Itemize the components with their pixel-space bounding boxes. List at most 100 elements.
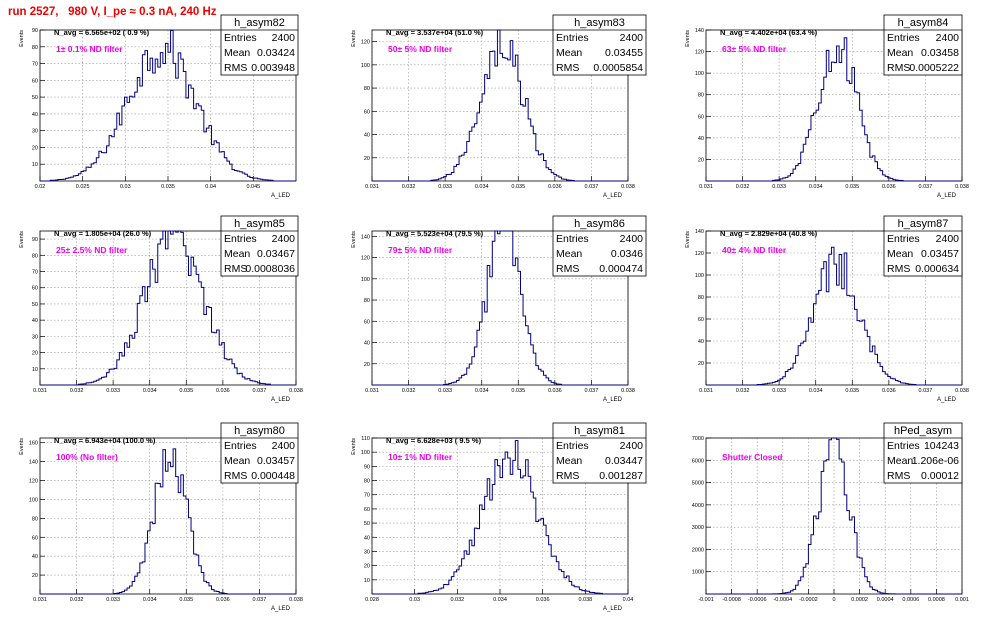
- y-tick-label: 80: [32, 516, 38, 522]
- x-tick-label: 0.034: [809, 388, 823, 394]
- y-tick-label: 40: [32, 318, 38, 324]
- filter-annotation: Shutter Closed: [722, 452, 782, 462]
- stats-mean-label: Mean: [556, 455, 582, 467]
- y-tick-label: 6000: [692, 458, 704, 464]
- y-axis-label: Events: [19, 30, 25, 47]
- histogram-line: [706, 437, 962, 595]
- y-tick-label: 7000: [692, 436, 704, 442]
- x-axis-label: A_LED: [937, 193, 957, 199]
- y-tick-label: 100: [361, 277, 370, 283]
- y-tick-label: 20: [364, 156, 370, 162]
- plot-frame: [39, 437, 297, 595]
- x-axis-label: A_LED: [603, 397, 623, 403]
- x-axis-label: A_LED: [603, 193, 623, 199]
- y-tick-label: 10: [364, 578, 370, 584]
- x-axis-label: A_LED: [271, 397, 291, 403]
- y-tick-label: 60: [32, 286, 38, 292]
- x-tick-label: 0.035: [845, 184, 859, 190]
- x-tick-label: 0.034: [493, 597, 507, 603]
- y-tick-label: 80: [364, 479, 370, 485]
- stats-box: [552, 14, 647, 76]
- stats-rms-label: RMS: [224, 62, 247, 74]
- histogram-line: [706, 37, 962, 182]
- stats-rms-label: RMS: [556, 470, 579, 482]
- y-tick-label: 100: [695, 273, 704, 279]
- stats-box: [220, 422, 299, 484]
- x-tick-label: -0.0008: [722, 597, 741, 603]
- y-tick-label: 80: [32, 45, 38, 51]
- y-tick-label: 70: [32, 270, 38, 276]
- stats-box: [883, 422, 963, 484]
- stats-entries-value: 2400: [936, 233, 960, 245]
- y-tick-label: 20: [364, 362, 370, 368]
- stats-box: [883, 14, 963, 76]
- y-tick-label: 80: [32, 253, 38, 259]
- stats-mean-value: 1.206e-06: [912, 455, 959, 467]
- x-tick-label: 0.038: [621, 388, 635, 394]
- x-tick-label: 0.032: [70, 388, 84, 394]
- n-avg-label: N_avg = 5.523e+04 (79.5 %): [386, 229, 484, 238]
- stats-entries-label: Entries: [887, 440, 920, 452]
- y-axis-label: Events: [351, 231, 357, 248]
- histogram-panel-h_asym87: 0.031 0.032 0.033 0.034 0.035 0.036 0.037 0.038…: [685, 215, 969, 403]
- y-tick-label: 50: [32, 302, 38, 308]
- histogram-title: h_asym87: [898, 218, 949, 230]
- stats-rms-value: 0.000634: [915, 263, 959, 275]
- plot-frame: [705, 230, 963, 386]
- x-tick-label: 0.031: [33, 597, 47, 603]
- filter-annotation: 25± 2.5% ND filter: [56, 245, 128, 255]
- stats-mean-value: 0.03457: [921, 248, 959, 260]
- y-tick-label: 100: [695, 71, 704, 77]
- x-tick-label: 0.037: [253, 597, 267, 603]
- y-tick-label: 10: [32, 162, 38, 168]
- y-tick-label: 140: [695, 28, 704, 34]
- histogram-panel-h_asym81: 0.028 0.03 0.032 0.034 0.036 0.038 0.04 10 20 30 4…: [351, 422, 647, 612]
- y-tick-label: 40: [698, 136, 704, 142]
- x-tick-label: 0.045: [246, 184, 260, 190]
- stats-entries-value: 2400: [620, 440, 644, 452]
- histogram-title: h_asym80: [234, 425, 285, 437]
- y-tick-label: 20: [32, 573, 38, 579]
- y-tick-label: 70: [364, 493, 370, 499]
- plot-frame: [705, 29, 963, 182]
- run-title: run 2527, 980 V, I_pe ≈ 0.3 nA, 240 Hz: [8, 6, 217, 18]
- x-tick-label: 0.04: [205, 184, 216, 190]
- x-tick-label: 0.036: [216, 388, 230, 394]
- n-avg-label: N_avg = 4.402e+04 (63.4 %): [720, 28, 818, 37]
- y-axis-label: Events: [19, 438, 25, 455]
- y-tick-label: 100: [361, 63, 370, 69]
- y-tick-label: 90: [32, 28, 38, 34]
- y-tick-label: 40: [698, 339, 704, 345]
- x-tick-label: 0.032: [450, 597, 464, 603]
- y-tick-label: 40: [32, 112, 38, 118]
- stats-mean-value: 0.0346: [611, 248, 643, 260]
- y-tick-label: 60: [32, 78, 38, 84]
- histogram-title: h_asym81: [574, 425, 625, 437]
- stats-entries-value: 104243: [924, 440, 959, 452]
- stats-mean-value: 0.03447: [605, 455, 643, 467]
- x-tick-label: 0.036: [548, 388, 562, 394]
- y-tick-label: 50: [364, 521, 370, 527]
- x-axis-label: A_LED: [271, 193, 291, 199]
- stats-rms-value: 0.0005222: [909, 62, 959, 74]
- x-tick-label: 0.034: [475, 388, 489, 394]
- x-tick-label: 0.033: [772, 184, 786, 190]
- x-tick-label: 0.0006: [902, 597, 919, 603]
- stats-rms-value: 0.003948: [251, 62, 295, 74]
- x-tick-label: 0.033: [438, 388, 452, 394]
- stats-mean-label: Mean: [556, 47, 582, 59]
- histogram-line: [372, 230, 628, 386]
- x-tick-label: 0.02: [35, 184, 46, 190]
- y-axis-label: Events: [685, 30, 691, 47]
- stats-mean-value: 0.03458: [921, 47, 959, 59]
- histogram-line: [372, 440, 628, 595]
- n-avg-label: N_avg = 6.628e+03 ( 9.5 %): [386, 436, 482, 445]
- y-tick-label: 1000: [692, 570, 704, 576]
- y-axis-label: Events: [19, 231, 25, 248]
- x-tick-label: 0.0008: [928, 597, 945, 603]
- y-tick-label: 140: [29, 460, 38, 466]
- histogram-line: [372, 29, 628, 182]
- stats-mean-label: Mean: [556, 248, 582, 260]
- y-tick-label: 20: [32, 145, 38, 151]
- y-tick-label: 50: [32, 95, 38, 101]
